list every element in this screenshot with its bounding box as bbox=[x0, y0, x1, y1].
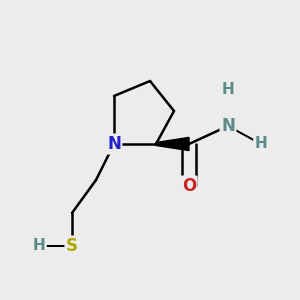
Text: S: S bbox=[66, 237, 78, 255]
Text: H: H bbox=[33, 238, 45, 253]
Text: N: N bbox=[107, 135, 121, 153]
Text: H: H bbox=[222, 82, 234, 98]
Text: N: N bbox=[221, 117, 235, 135]
Text: S: S bbox=[66, 237, 78, 255]
Text: H: H bbox=[255, 136, 267, 152]
Text: O: O bbox=[182, 177, 196, 195]
Text: H: H bbox=[33, 238, 45, 253]
Text: H: H bbox=[255, 136, 267, 152]
Text: N: N bbox=[107, 135, 121, 153]
Text: N: N bbox=[221, 117, 235, 135]
Text: H: H bbox=[222, 82, 234, 98]
Polygon shape bbox=[156, 137, 189, 151]
Text: O: O bbox=[182, 177, 196, 195]
